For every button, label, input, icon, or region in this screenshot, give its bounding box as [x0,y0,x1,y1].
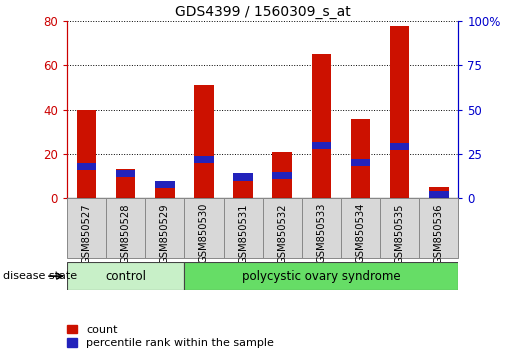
Bar [390,26,409,198]
Bar [77,163,96,170]
Bar [155,181,175,188]
Bar [302,198,341,258]
Bar [272,152,292,198]
Bar [233,173,253,181]
Bar [351,119,370,198]
Bar [67,198,106,258]
Text: polycystic ovary syndrome: polycystic ovary syndrome [242,270,401,282]
Bar [233,176,253,198]
Text: GSM850534: GSM850534 [355,203,366,263]
Text: disease state: disease state [3,271,77,281]
Title: GDS4399 / 1560309_s_at: GDS4399 / 1560309_s_at [175,5,351,19]
Bar [184,262,458,290]
Bar [194,85,214,198]
Bar [272,172,292,179]
Text: GSM850530: GSM850530 [199,203,209,263]
Text: GSM850533: GSM850533 [316,203,327,263]
Text: GSM850535: GSM850535 [394,203,405,264]
Bar [341,198,380,258]
Bar [312,142,331,149]
Bar [263,198,302,258]
Bar [419,198,458,258]
Text: control: control [105,270,146,282]
Bar [184,198,224,258]
Text: GSM850532: GSM850532 [277,203,287,264]
Bar [155,183,175,198]
Bar [380,198,419,258]
Bar [116,170,135,198]
Bar [77,110,96,198]
Text: GSM850528: GSM850528 [121,203,131,264]
Text: GSM850527: GSM850527 [81,203,92,264]
Legend: count, percentile rank within the sample: count, percentile rank within the sample [67,325,274,348]
Text: GSM850536: GSM850536 [434,203,444,264]
Bar [116,170,135,177]
Bar [224,198,263,258]
Bar [351,159,370,166]
Bar [194,156,214,163]
Bar [106,198,145,258]
Text: GSM850529: GSM850529 [160,203,170,264]
Bar [429,191,449,198]
Bar [145,198,184,258]
Bar [312,55,331,198]
Bar [390,143,409,150]
Bar [67,262,184,290]
Bar [429,187,449,198]
Text: GSM850531: GSM850531 [238,203,248,264]
